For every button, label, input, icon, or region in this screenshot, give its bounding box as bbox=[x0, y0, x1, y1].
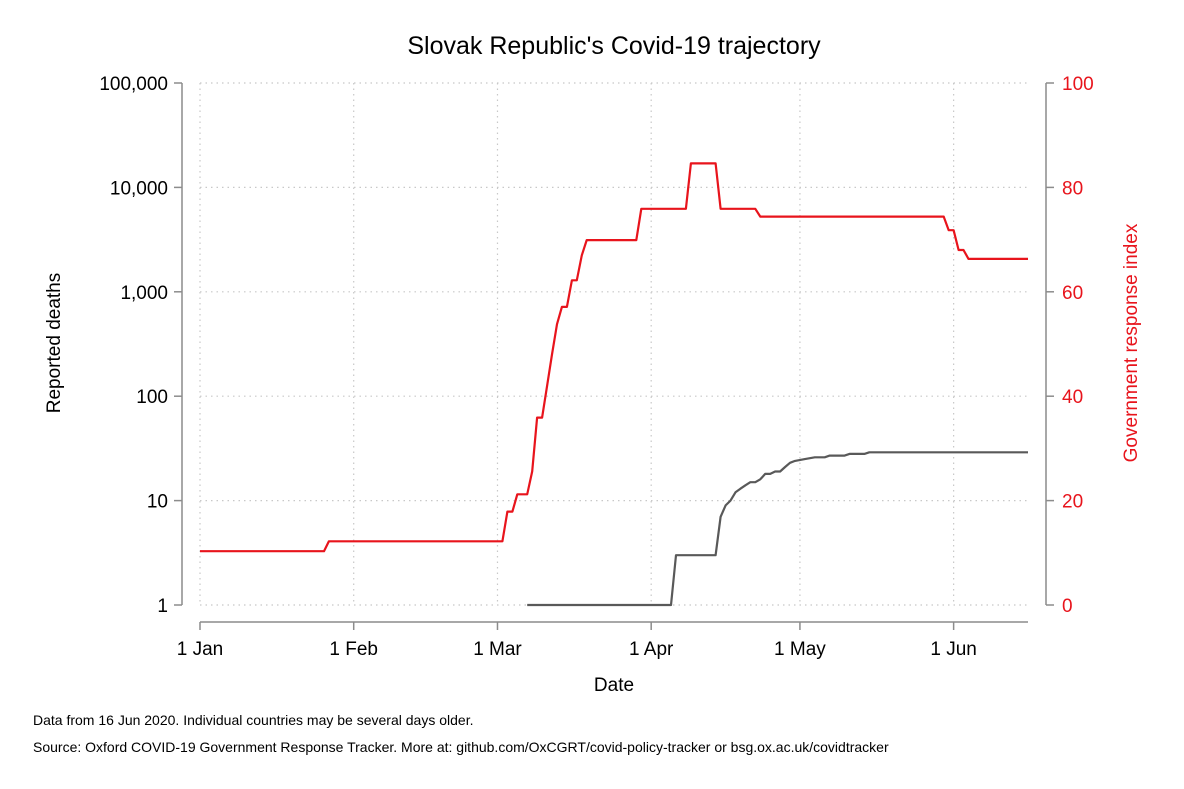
chart-title: Slovak Republic's Covid-19 trajectory bbox=[407, 32, 821, 60]
y-left-tick-label: 10,000 bbox=[110, 178, 168, 199]
x-tick-label: 1 Apr bbox=[629, 639, 674, 660]
reported-deaths-line bbox=[527, 451, 1028, 607]
source-note: Source: Oxford COVID-19 Government Respo… bbox=[33, 739, 889, 755]
x-axis-label: Date bbox=[594, 675, 634, 696]
y-right-tick-label: 0 bbox=[1062, 596, 1073, 617]
axes: 1 10 100 1,000 10,000 100,000 0 20 40 60 80 100 1 Ja… bbox=[99, 74, 1093, 660]
y-right-tick-label: 80 bbox=[1062, 178, 1083, 199]
x-tick-label: 1 Feb bbox=[329, 639, 378, 660]
y-axis-right-label: Government response index bbox=[1121, 223, 1142, 462]
x-tick-label: 1 Mar bbox=[473, 639, 522, 660]
x-tick-label: 1 Jun bbox=[930, 639, 976, 660]
y-left-tick-label: 1,000 bbox=[120, 283, 168, 304]
y-right-tick-label: 40 bbox=[1062, 387, 1083, 408]
data-series bbox=[200, 162, 1028, 607]
x-tick-label: 1 Jan bbox=[177, 639, 223, 660]
y-left-tick-label: 10 bbox=[147, 492, 168, 513]
y-right-tick-label: 20 bbox=[1062, 492, 1083, 513]
government-response-index-line bbox=[200, 162, 1028, 553]
y-left-tick-label: 100,000 bbox=[99, 74, 168, 95]
y-right-tick-label: 100 bbox=[1062, 74, 1094, 95]
grid-lines bbox=[199, 82, 1028, 606]
y-right-tick-label: 60 bbox=[1062, 283, 1083, 304]
covid-trajectory-chart: Slovak Republic's Covid-19 trajectory 11… bbox=[44, 32, 1142, 696]
x-tick-label: 1 May bbox=[774, 639, 826, 660]
y-left-tick-label: 100 bbox=[136, 387, 168, 408]
y-axis-left-label: Reported deaths bbox=[44, 273, 65, 414]
y-left-tick-label: 1 bbox=[157, 596, 168, 617]
data-date-note: Data from 16 Jun 2020. Individual countr… bbox=[33, 712, 474, 728]
